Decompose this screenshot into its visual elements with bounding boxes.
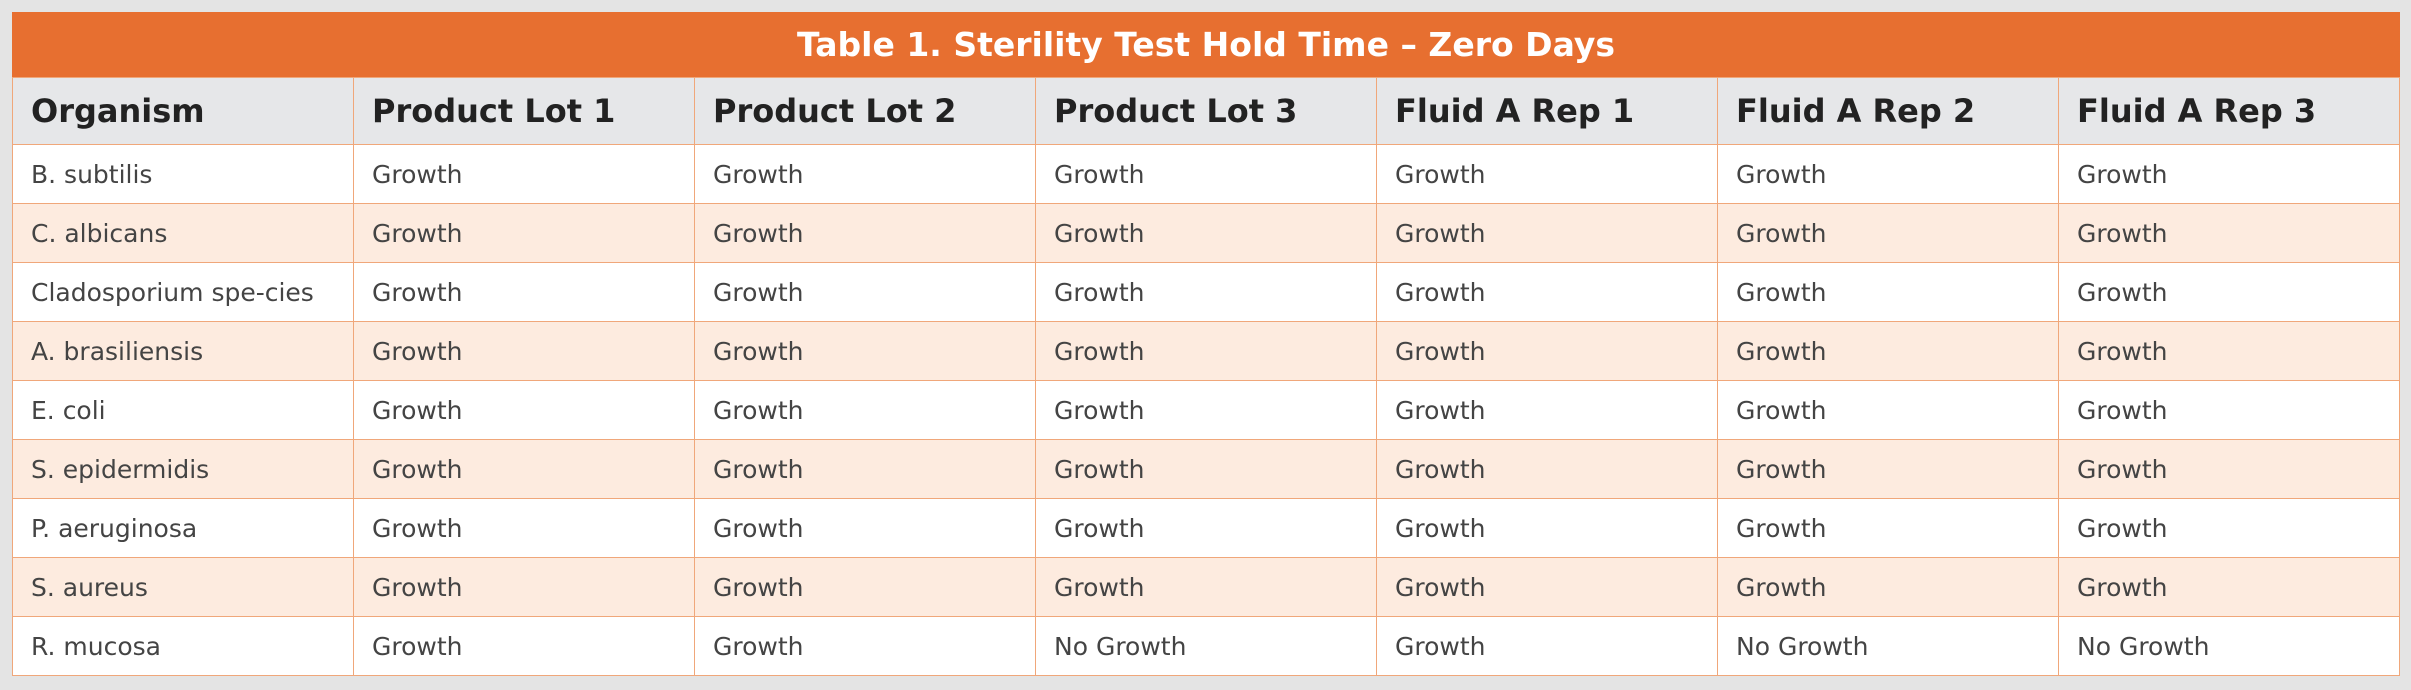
result-cell: Growth bbox=[1717, 321, 2059, 381]
result-cell: Growth bbox=[2058, 144, 2400, 204]
column-header: Organism bbox=[12, 77, 354, 145]
result-cell: Growth bbox=[1376, 616, 1718, 676]
result-cell: Growth bbox=[353, 498, 695, 558]
result-cell: Growth bbox=[1376, 321, 1718, 381]
column-header: Fluid A Rep 3 bbox=[2058, 77, 2400, 145]
result-cell: Growth bbox=[1035, 557, 1377, 617]
table-row: C. albicans Growth Growth Growth Growth Growt… bbox=[12, 203, 2400, 263]
result-cell: Growth bbox=[694, 144, 1036, 204]
result-cell: No Growth bbox=[2058, 616, 2400, 676]
organism-cell: P. aeruginosa bbox=[12, 498, 354, 558]
column-header: Product Lot 1 bbox=[353, 77, 695, 145]
organism-cell: E. coli bbox=[12, 380, 354, 440]
result-cell: Growth bbox=[694, 321, 1036, 381]
table: Organism Product Lot 1 Product Lot 2 Produc… bbox=[12, 77, 2400, 676]
result-cell: Growth bbox=[353, 144, 695, 204]
header-row: Organism Product Lot 1 Product Lot 2 Produc… bbox=[12, 77, 2400, 145]
organism-cell: C. albicans bbox=[12, 203, 354, 263]
result-cell: No Growth bbox=[1035, 616, 1377, 676]
result-cell: Growth bbox=[694, 203, 1036, 263]
result-cell: Growth bbox=[2058, 557, 2400, 617]
result-cell: Growth bbox=[353, 439, 695, 499]
organism-cell: S. aureus bbox=[12, 557, 354, 617]
result-cell: Growth bbox=[694, 498, 1036, 558]
result-cell: Growth bbox=[1717, 439, 2059, 499]
result-cell: Growth bbox=[694, 380, 1036, 440]
result-cell: Growth bbox=[1376, 203, 1718, 263]
result-cell: Growth bbox=[694, 439, 1036, 499]
result-cell: Growth bbox=[1717, 144, 2059, 204]
result-cell: Growth bbox=[353, 203, 695, 263]
column-header: Product Lot 2 bbox=[694, 77, 1036, 145]
result-cell: Growth bbox=[1717, 557, 2059, 617]
table-row: E. coli Growth Growth Growth Growth Growth Gro… bbox=[12, 380, 2400, 440]
result-cell: Growth bbox=[1376, 380, 1718, 440]
result-cell: Growth bbox=[1035, 262, 1377, 322]
result-cell: Growth bbox=[2058, 498, 2400, 558]
table-row: B. subtilis Growth Growth Growth Growth Growt… bbox=[12, 144, 2400, 204]
result-cell: Growth bbox=[353, 321, 695, 381]
result-cell: Growth bbox=[353, 557, 695, 617]
result-cell: Growth bbox=[1376, 262, 1718, 322]
table-row: P. aeruginosa Growth Growth Growth Growth Gro… bbox=[12, 498, 2400, 558]
result-cell: Growth bbox=[694, 262, 1036, 322]
table-title: Table 1. Sterility Test Hold Time – Zero… bbox=[12, 12, 2400, 77]
result-cell: Growth bbox=[353, 262, 695, 322]
column-header: Fluid A Rep 2 bbox=[1717, 77, 2059, 145]
result-cell: Growth bbox=[1376, 557, 1718, 617]
result-cell: Growth bbox=[1717, 262, 2059, 322]
organism-cell: R. mucosa bbox=[12, 616, 354, 676]
organism-cell: B. subtilis bbox=[12, 144, 354, 204]
table-row: S. aureus Growth Growth Growth Growth Growth G… bbox=[12, 557, 2400, 617]
result-cell: Growth bbox=[353, 616, 695, 676]
column-header: Product Lot 3 bbox=[1035, 77, 1377, 145]
result-cell: Growth bbox=[1035, 321, 1377, 381]
table-row: R. mucosa Growth Growth No Growth Growth No G… bbox=[12, 616, 2400, 676]
result-cell: Growth bbox=[1035, 203, 1377, 263]
result-cell: Growth bbox=[1376, 144, 1718, 204]
table-row: A. brasiliensis Growth Growth Growth Growth G… bbox=[12, 321, 2400, 381]
organism-cell: S. epidermidis bbox=[12, 439, 354, 499]
result-cell: Growth bbox=[694, 557, 1036, 617]
result-cell: Growth bbox=[1035, 144, 1377, 204]
result-cell: Growth bbox=[1717, 498, 2059, 558]
result-cell: No Growth bbox=[1717, 616, 2059, 676]
result-cell: Growth bbox=[2058, 262, 2400, 322]
table-container: Table 1. Sterility Test Hold Time – Zero… bbox=[12, 12, 2400, 676]
result-cell: Growth bbox=[1717, 203, 2059, 263]
result-cell: Growth bbox=[2058, 203, 2400, 263]
result-cell: Growth bbox=[1035, 439, 1377, 499]
table-row: Cladosporium spe-cies Growth Growth Growth G… bbox=[12, 262, 2400, 322]
table-row: S. epidermidis Growth Growth Growth Growth Gr… bbox=[12, 439, 2400, 499]
organism-cell: Cladosporium spe-cies bbox=[12, 262, 354, 322]
result-cell: Growth bbox=[694, 616, 1036, 676]
result-cell: Growth bbox=[353, 380, 695, 440]
result-cell: Growth bbox=[2058, 321, 2400, 381]
organism-cell: A. brasiliensis bbox=[12, 321, 354, 381]
table-body: B. subtilis Growth Growth Growth Growth Growt… bbox=[12, 144, 2400, 676]
result-cell: Growth bbox=[1035, 498, 1377, 558]
result-cell: Growth bbox=[1376, 439, 1718, 499]
result-cell: Growth bbox=[1035, 380, 1377, 440]
result-cell: Growth bbox=[2058, 439, 2400, 499]
result-cell: Growth bbox=[1717, 380, 2059, 440]
column-header: Fluid A Rep 1 bbox=[1376, 77, 1718, 145]
table-head: Organism Product Lot 1 Product Lot 2 Produc… bbox=[12, 77, 2400, 145]
result-cell: Growth bbox=[1376, 498, 1718, 558]
result-cell: Growth bbox=[2058, 380, 2400, 440]
